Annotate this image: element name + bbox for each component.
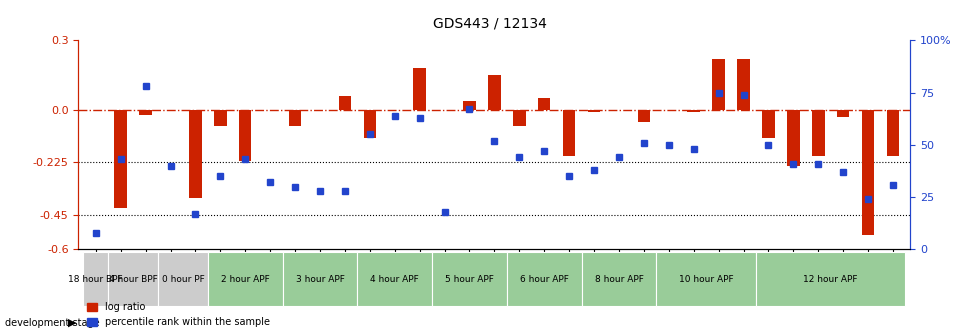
- Bar: [239, 110, 251, 161]
- Text: 12 hour APF: 12 hour APF: [803, 275, 857, 284]
- Bar: [836, 110, 849, 117]
- Bar: [114, 110, 127, 208]
- Text: ▶: ▶: [68, 318, 76, 328]
- Text: 4 hour BPF: 4 hour BPF: [109, 275, 157, 284]
- Bar: [538, 98, 550, 110]
- Bar: [488, 75, 500, 110]
- Bar: [413, 68, 425, 110]
- FancyBboxPatch shape: [83, 252, 109, 306]
- FancyBboxPatch shape: [507, 252, 581, 306]
- Bar: [338, 96, 351, 110]
- FancyBboxPatch shape: [207, 252, 283, 306]
- Bar: [687, 110, 699, 112]
- FancyBboxPatch shape: [755, 252, 905, 306]
- Bar: [712, 59, 724, 110]
- Bar: [736, 59, 749, 110]
- Text: development stage: development stage: [5, 318, 100, 328]
- Legend: log ratio, percentile rank within the sample: log ratio, percentile rank within the sa…: [83, 298, 273, 331]
- FancyBboxPatch shape: [655, 252, 755, 306]
- Bar: [811, 110, 823, 157]
- Bar: [289, 110, 301, 126]
- Bar: [189, 110, 201, 198]
- Bar: [463, 101, 475, 110]
- Text: 2 hour APF: 2 hour APF: [221, 275, 269, 284]
- FancyBboxPatch shape: [109, 252, 157, 306]
- Text: 5 hour APF: 5 hour APF: [445, 275, 494, 284]
- FancyBboxPatch shape: [283, 252, 357, 306]
- Text: 4 hour APF: 4 hour APF: [370, 275, 419, 284]
- Bar: [762, 110, 774, 138]
- FancyBboxPatch shape: [357, 252, 431, 306]
- Text: 3 hour APF: 3 hour APF: [295, 275, 344, 284]
- Bar: [512, 110, 525, 126]
- Text: GDS443 / 12134: GDS443 / 12134: [432, 16, 546, 31]
- Bar: [861, 110, 873, 236]
- Bar: [214, 110, 226, 126]
- Text: 8 hour APF: 8 hour APF: [594, 275, 643, 284]
- Bar: [886, 110, 899, 157]
- FancyBboxPatch shape: [431, 252, 507, 306]
- FancyBboxPatch shape: [157, 252, 207, 306]
- Text: 0 hour PF: 0 hour PF: [161, 275, 204, 284]
- Bar: [562, 110, 575, 157]
- Text: 18 hour BPF: 18 hour BPF: [68, 275, 123, 284]
- Bar: [786, 110, 799, 166]
- Bar: [637, 110, 649, 122]
- Bar: [587, 110, 600, 112]
- Bar: [363, 110, 376, 138]
- Text: 6 hour APF: 6 hour APF: [519, 275, 568, 284]
- Bar: [139, 110, 152, 115]
- FancyBboxPatch shape: [581, 252, 655, 306]
- Text: 10 hour APF: 10 hour APF: [678, 275, 733, 284]
